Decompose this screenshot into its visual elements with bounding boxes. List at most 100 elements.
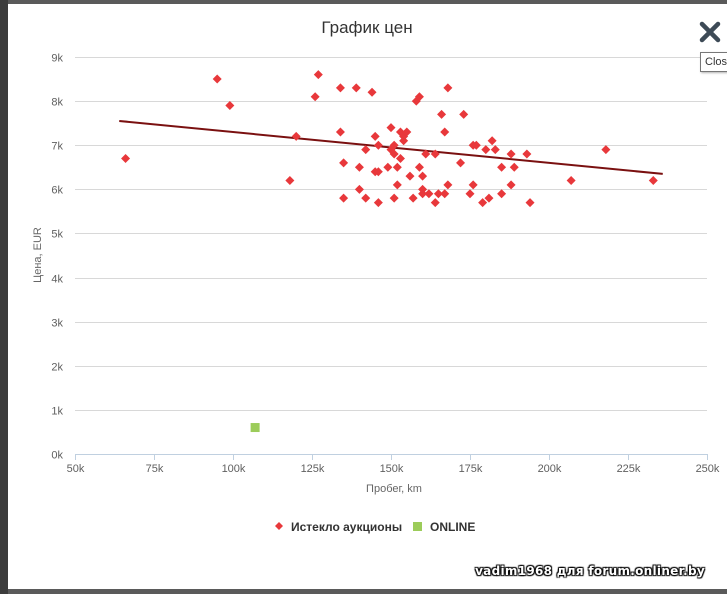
x-tick-label: 100k: [222, 463, 246, 475]
expired-auction-point[interactable]: [424, 189, 434, 199]
expired-auction-point[interactable]: [370, 131, 380, 141]
expired-auction-point[interactable]: [456, 158, 466, 168]
expired-auction-point[interactable]: [408, 193, 418, 203]
expired-auction-point[interactable]: [433, 189, 443, 199]
legend-diamond-marker: [275, 522, 283, 530]
expired-auction-point[interactable]: [339, 193, 349, 203]
expired-auction-point[interactable]: [121, 153, 131, 163]
expired-auction-point[interactable]: [443, 83, 453, 93]
close-icon: [699, 21, 721, 43]
x-tick-label: 250k: [696, 463, 720, 475]
expired-auction-point[interactable]: [648, 176, 658, 186]
expired-auction-point[interactable]: [212, 74, 222, 84]
expired-auction-point[interactable]: [399, 131, 409, 141]
x-tick-label: 150k: [380, 463, 404, 475]
expired-auction-point[interactable]: [414, 92, 424, 102]
watermark-text: vadim1968 для forum.onliner.by: [475, 564, 705, 578]
expired-auction-point[interactable]: [437, 109, 447, 119]
price-scatter-chart: График цен 0k 1k 2k 3k 4k 5k 6k 7k 8k 9k 50k 75k 100…: [32, 18, 720, 534]
expired-auction-point[interactable]: [490, 145, 500, 155]
expired-auction-point[interactable]: [285, 176, 295, 186]
close-button[interactable]: [696, 18, 724, 46]
expired-auction-point[interactable]: [506, 180, 516, 190]
expired-auction-point[interactable]: [418, 189, 428, 199]
legend-label-online: ONLINE: [430, 520, 475, 534]
x-axis-label: Пробег, km: [366, 483, 422, 495]
expired-auction-point[interactable]: [313, 70, 323, 80]
expired-auction-point[interactable]: [335, 127, 345, 137]
expired-auction-point[interactable]: [440, 189, 450, 199]
expired-auction-point[interactable]: [522, 149, 532, 159]
expired-auction-point[interactable]: [468, 180, 478, 190]
expired-auction-point[interactable]: [373, 198, 383, 208]
legend-item-expired-auctions[interactable]: Истекло аукционы: [275, 520, 402, 534]
expired-auction-point[interactable]: [478, 198, 488, 208]
chart-legend: Истекло аукционы ONLINE: [275, 520, 475, 534]
expired-auction-point[interactable]: [440, 127, 450, 137]
close-tooltip: Clos: [700, 52, 727, 72]
expired-auction-point[interactable]: [383, 162, 393, 172]
expired-auction-point[interactable]: [506, 149, 516, 159]
expired-auction-point[interactable]: [430, 198, 440, 208]
expired-auction-point[interactable]: [361, 145, 371, 155]
y-tick-label: 8k: [51, 97, 63, 109]
expired-auction-point[interactable]: [373, 167, 383, 177]
expired-auction-point[interactable]: [459, 109, 469, 119]
expired-auction-point[interactable]: [430, 149, 440, 159]
online-point[interactable]: [250, 423, 260, 433]
x-tick-label: 75k: [146, 463, 164, 475]
expired-auction-point[interactable]: [392, 162, 402, 172]
expired-auction-point[interactable]: [389, 140, 399, 150]
expired-auction-point[interactable]: [402, 127, 412, 137]
expired-auction-point[interactable]: [395, 153, 405, 163]
expired-auction-point[interactable]: [487, 136, 497, 146]
expired-auction-point[interactable]: [373, 140, 383, 150]
expired-auction-point[interactable]: [389, 193, 399, 203]
price-chart-modal: График цен 0k 1k 2k 3k 4k 5k 6k 7k 8k 9k 50k 75k 100…: [8, 4, 727, 589]
page-backdrop: [0, 0, 8, 594]
expired-auction-point[interactable]: [443, 180, 453, 190]
expired-auction-point[interactable]: [405, 171, 415, 181]
x-tick-label: 200k: [538, 463, 562, 475]
chart-title: График цен: [321, 18, 412, 37]
expired-auction-point[interactable]: [418, 171, 428, 181]
expired-auction-point[interactable]: [566, 176, 576, 186]
expired-auction-point[interactable]: [291, 131, 301, 141]
y-tick-label: 4k: [51, 274, 63, 286]
expired-auction-point[interactable]: [601, 145, 611, 155]
expired-auction-point[interactable]: [386, 123, 396, 133]
expired-auction-point[interactable]: [421, 149, 431, 159]
expired-auction-point[interactable]: [351, 83, 361, 93]
y-tick-label: 1k: [51, 406, 63, 418]
legend-label-expired: Истекло аукционы: [291, 520, 402, 534]
expired-auction-point[interactable]: [414, 162, 424, 172]
legend-square-marker: [413, 522, 422, 531]
expired-auction-point[interactable]: [339, 158, 349, 168]
expired-auction-point[interactable]: [392, 180, 402, 190]
y-tick-label: 7k: [51, 141, 63, 153]
x-tick-label: 225k: [617, 463, 641, 475]
expired-auction-point[interactable]: [525, 198, 535, 208]
expired-auction-point[interactable]: [335, 83, 345, 93]
legend-item-online[interactable]: ONLINE: [413, 520, 475, 534]
expired-auction-point[interactable]: [354, 184, 364, 194]
x-tick-label: 125k: [301, 463, 325, 475]
expired-auction-point[interactable]: [497, 162, 507, 172]
expired-auction-point[interactable]: [354, 162, 364, 172]
expired-auction-point[interactable]: [310, 92, 320, 102]
x-tick-label: 50k: [67, 463, 85, 475]
y-tick-label: 6k: [51, 185, 63, 197]
expired-auction-point[interactable]: [361, 193, 371, 203]
expired-auction-point[interactable]: [389, 149, 399, 159]
y-tick-label: 9k: [51, 53, 63, 65]
expired-auction-point[interactable]: [509, 162, 519, 172]
expired-auction-point[interactable]: [225, 101, 235, 111]
data-points: [121, 70, 658, 433]
expired-auction-point[interactable]: [497, 189, 507, 199]
expired-auction-point[interactable]: [484, 193, 494, 203]
expired-auction-point[interactable]: [481, 145, 491, 155]
expired-auction-point[interactable]: [465, 189, 475, 199]
expired-auction-point[interactable]: [367, 87, 377, 97]
expired-auction-point[interactable]: [471, 140, 481, 150]
axes: 0k 1k 2k 3k 4k 5k 6k 7k 8k 9k 50k 75k 100k 125k 150k 17…: [51, 53, 720, 476]
